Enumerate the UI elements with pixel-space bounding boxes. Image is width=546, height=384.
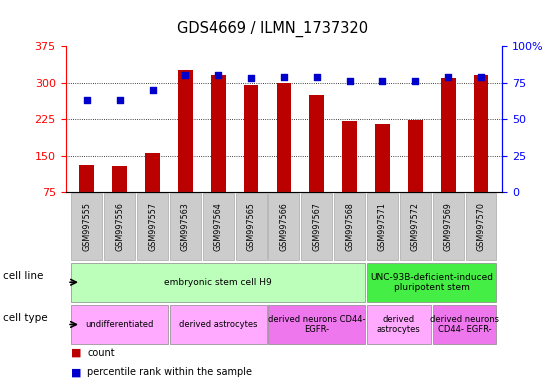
FancyBboxPatch shape — [72, 193, 102, 260]
FancyBboxPatch shape — [432, 193, 464, 260]
Text: percentile rank within the sample: percentile rank within the sample — [87, 367, 252, 377]
FancyBboxPatch shape — [367, 305, 431, 344]
FancyBboxPatch shape — [301, 193, 332, 260]
Text: embryonic stem cell H9: embryonic stem cell H9 — [164, 278, 272, 287]
Bar — [112, 166, 127, 228]
Text: count: count — [87, 348, 115, 358]
Text: UNC-93B-deficient-induced
pluripotent stem: UNC-93B-deficient-induced pluripotent st… — [370, 273, 493, 292]
Text: derived astrocytes: derived astrocytes — [179, 320, 258, 329]
FancyBboxPatch shape — [72, 263, 365, 302]
Bar — [276, 83, 292, 228]
Point — [312, 74, 321, 80]
FancyBboxPatch shape — [367, 193, 398, 260]
Text: GSM997566: GSM997566 — [280, 202, 288, 251]
Text: GSM997571: GSM997571 — [378, 202, 387, 251]
Text: cell line: cell line — [3, 271, 43, 281]
FancyBboxPatch shape — [334, 193, 365, 260]
Bar — [244, 85, 258, 228]
FancyBboxPatch shape — [72, 305, 168, 344]
Bar — [342, 121, 357, 228]
Bar — [441, 78, 455, 228]
Point — [214, 72, 223, 78]
Point — [115, 97, 124, 103]
Point — [378, 78, 387, 84]
Text: GSM997555: GSM997555 — [82, 202, 91, 251]
FancyBboxPatch shape — [432, 305, 496, 344]
Bar — [145, 153, 160, 228]
Point — [477, 74, 485, 80]
Bar — [211, 75, 225, 228]
Point — [82, 97, 91, 103]
Point — [148, 87, 157, 93]
FancyBboxPatch shape — [269, 305, 365, 344]
FancyBboxPatch shape — [367, 263, 496, 302]
Text: derived
astrocytes: derived astrocytes — [377, 315, 421, 334]
FancyBboxPatch shape — [170, 305, 266, 344]
FancyBboxPatch shape — [203, 193, 234, 260]
Text: GSM997556: GSM997556 — [115, 202, 124, 251]
Text: GSM997567: GSM997567 — [312, 202, 321, 251]
Point — [411, 78, 420, 84]
Bar — [178, 70, 193, 228]
Point — [247, 75, 256, 81]
Point — [444, 74, 453, 80]
Point — [280, 74, 288, 80]
Bar — [473, 75, 488, 228]
FancyBboxPatch shape — [137, 193, 168, 260]
Text: ■: ■ — [71, 367, 81, 377]
Bar — [80, 165, 94, 228]
Point — [181, 72, 190, 78]
Bar — [310, 95, 324, 228]
Text: GSM997557: GSM997557 — [148, 202, 157, 251]
Text: GDS4669 / ILMN_1737320: GDS4669 / ILMN_1737320 — [177, 21, 369, 37]
Text: GSM997565: GSM997565 — [247, 202, 256, 251]
Text: GSM997572: GSM997572 — [411, 202, 420, 251]
Text: undifferentiated: undifferentiated — [86, 320, 154, 329]
FancyBboxPatch shape — [104, 193, 135, 260]
Text: derived neurons CD44-
EGFR-: derived neurons CD44- EGFR- — [268, 315, 365, 334]
Text: GSM997568: GSM997568 — [345, 202, 354, 251]
FancyBboxPatch shape — [236, 193, 266, 260]
Point — [345, 78, 354, 84]
Text: GSM997563: GSM997563 — [181, 202, 190, 251]
Bar — [408, 121, 423, 228]
FancyBboxPatch shape — [170, 193, 201, 260]
FancyBboxPatch shape — [400, 193, 431, 260]
Text: ■: ■ — [71, 348, 81, 358]
Text: derived neurons
CD44- EGFR-: derived neurons CD44- EGFR- — [430, 315, 499, 334]
Text: GSM997564: GSM997564 — [213, 202, 223, 251]
Bar — [375, 124, 390, 228]
Text: cell type: cell type — [3, 313, 48, 323]
Text: GSM997570: GSM997570 — [477, 202, 485, 251]
FancyBboxPatch shape — [269, 193, 299, 260]
FancyBboxPatch shape — [466, 193, 496, 260]
Text: GSM997569: GSM997569 — [444, 202, 453, 251]
